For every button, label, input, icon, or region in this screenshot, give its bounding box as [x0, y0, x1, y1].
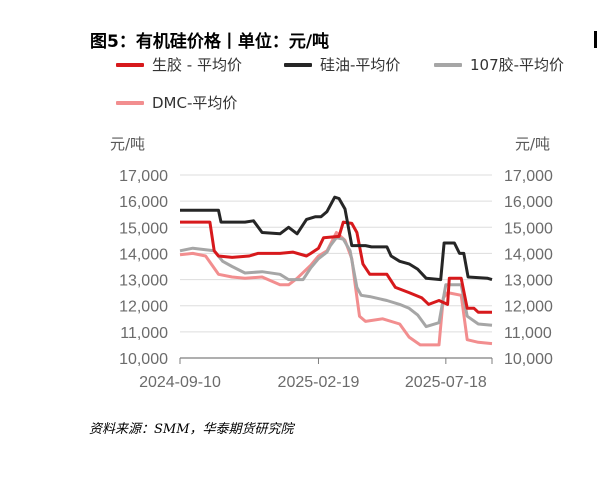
- y-tick-label-right: 17,000: [504, 168, 553, 185]
- y-unit-right: 元/吨: [515, 135, 551, 153]
- legend-item-silicone-oil: 硅油-平均价: [284, 54, 400, 75]
- source-note: 资料来源：SMM，华泰期货研究院: [89, 422, 294, 437]
- legend-item-rubber: 生胶 - 平均价: [116, 54, 242, 75]
- legend-swatch-107-rubber: [434, 62, 462, 67]
- chart-title: 图5：有机硅价格丨单位：元/吨: [90, 32, 330, 52]
- edge-mark: [594, 31, 597, 48]
- y-tick-label-right: 14,000: [504, 246, 553, 263]
- y-tick-label-right: 16,000: [504, 194, 553, 211]
- y-tick-label-left: 15,000: [119, 220, 168, 237]
- y-tick-label-left: 17,000: [119, 168, 168, 185]
- legend-label-silicone-oil: 硅油-平均价: [320, 56, 401, 74]
- legend-item-dmc: DMC-平均价: [116, 92, 237, 113]
- legend-label-107-rubber: 107胶-平均价: [470, 56, 565, 74]
- y-tick-label-left: 11,000: [120, 325, 168, 342]
- x-tick-label: 2025-07-18: [405, 374, 487, 391]
- y-tick-label-right: 12,000: [504, 299, 553, 316]
- legend-swatch-rubber: [116, 62, 144, 67]
- legend-swatch-dmc: [116, 100, 144, 105]
- y-tick-label-left: 16,000: [119, 194, 168, 211]
- y-tick-label-right: 15,000: [504, 220, 553, 237]
- series-line-1: [180, 195, 493, 282]
- x-tick-label: 2025-02-19: [278, 374, 360, 391]
- y-unit-left: 元/吨: [110, 135, 146, 153]
- y-tick-label-left: 10,000: [119, 351, 168, 368]
- y-tick-label-right: 11,000: [504, 325, 552, 342]
- y-tick-label-left: 12,000: [119, 299, 168, 316]
- series-line-0: [180, 220, 492, 314]
- legend-item-107-rubber: 107胶-平均价: [434, 54, 564, 75]
- legend-swatch-silicone-oil: [284, 62, 312, 67]
- y-tick-label-right: 13,000: [504, 273, 553, 290]
- legend-label-dmc: DMC-平均价: [152, 94, 238, 112]
- x-tick-label: 2024-09-10: [139, 374, 221, 391]
- y-tick-label-right: 10,000: [504, 351, 553, 368]
- legend-label-rubber: 生胶 - 平均价: [152, 56, 242, 74]
- series-line-2: [179, 236, 493, 329]
- y-tick-label-left: 13,000: [119, 273, 168, 290]
- y-tick-label-left: 14,000: [119, 246, 168, 263]
